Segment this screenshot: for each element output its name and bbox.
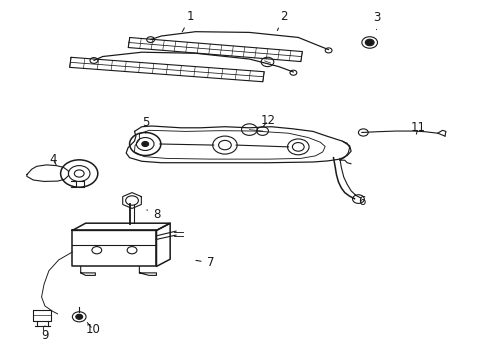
Text: 8: 8 <box>146 208 160 221</box>
Text: 4: 4 <box>49 153 57 166</box>
Text: 12: 12 <box>260 114 275 127</box>
Circle shape <box>76 314 82 319</box>
Text: 5: 5 <box>142 116 149 133</box>
Text: 3: 3 <box>372 11 380 30</box>
Text: 10: 10 <box>85 323 100 336</box>
Circle shape <box>365 39 373 46</box>
Text: 1: 1 <box>182 10 194 32</box>
Text: 11: 11 <box>410 121 425 134</box>
Text: 7: 7 <box>196 256 214 269</box>
Circle shape <box>142 141 148 147</box>
Text: 9: 9 <box>41 326 49 342</box>
Text: 6: 6 <box>354 194 365 208</box>
Text: 2: 2 <box>277 10 287 31</box>
